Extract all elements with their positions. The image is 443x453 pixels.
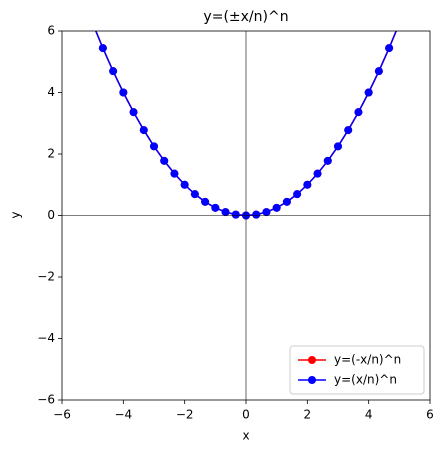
marker xyxy=(129,108,138,117)
marker xyxy=(170,169,179,178)
x-tick-label: −6 xyxy=(53,408,71,422)
marker xyxy=(98,44,107,53)
marker xyxy=(293,190,302,199)
x-tick-label: 2 xyxy=(304,408,312,422)
marker xyxy=(89,19,97,27)
marker xyxy=(282,197,291,206)
y-tick-label: 6 xyxy=(47,24,55,38)
chart-title: y=(±x/n)^n xyxy=(203,9,288,25)
marker xyxy=(364,88,373,97)
marker xyxy=(354,108,363,117)
marker xyxy=(252,210,261,219)
legend-marker xyxy=(308,376,316,384)
marker xyxy=(139,126,148,135)
legend-box xyxy=(289,345,425,395)
marker xyxy=(385,44,394,53)
marker xyxy=(180,180,189,189)
x-tick-label: 0 xyxy=(242,408,250,422)
y-tick-label: −4 xyxy=(37,331,55,345)
x-tick-label: 4 xyxy=(365,408,373,422)
marker xyxy=(89,19,97,27)
marker xyxy=(119,88,128,97)
marker xyxy=(201,197,210,206)
marker xyxy=(221,208,230,217)
marker xyxy=(231,210,240,219)
y-tick-label: 0 xyxy=(47,208,55,222)
marker xyxy=(272,203,281,212)
y-tick-label: 2 xyxy=(47,147,55,161)
y-tick-label: −6 xyxy=(37,393,55,407)
marker xyxy=(374,67,383,76)
marker xyxy=(109,67,118,76)
legend-label: y=(x/n)^n xyxy=(334,373,397,387)
marker xyxy=(313,169,322,178)
x-tick-label: −2 xyxy=(176,408,194,422)
marker xyxy=(344,126,353,135)
x-tick-label: 6 xyxy=(426,408,434,422)
x-tick-label: −4 xyxy=(114,408,132,422)
plot-area xyxy=(89,19,403,220)
marker xyxy=(150,142,158,151)
y-tick-label: 4 xyxy=(47,85,55,99)
marker xyxy=(262,208,271,217)
plot-frame xyxy=(61,30,431,401)
marker xyxy=(303,180,312,189)
marker xyxy=(395,19,403,27)
marker xyxy=(160,156,169,165)
marker xyxy=(211,203,220,212)
marker xyxy=(395,19,403,27)
marker xyxy=(323,156,332,165)
marker xyxy=(190,190,199,199)
y-axis-label: y xyxy=(9,211,23,218)
x-axis-label: x xyxy=(242,429,249,443)
legend-label: y=(-x/n)^n xyxy=(334,353,401,367)
legend-marker xyxy=(308,356,316,364)
marker xyxy=(334,142,342,151)
y-tick-label: −2 xyxy=(37,270,55,284)
